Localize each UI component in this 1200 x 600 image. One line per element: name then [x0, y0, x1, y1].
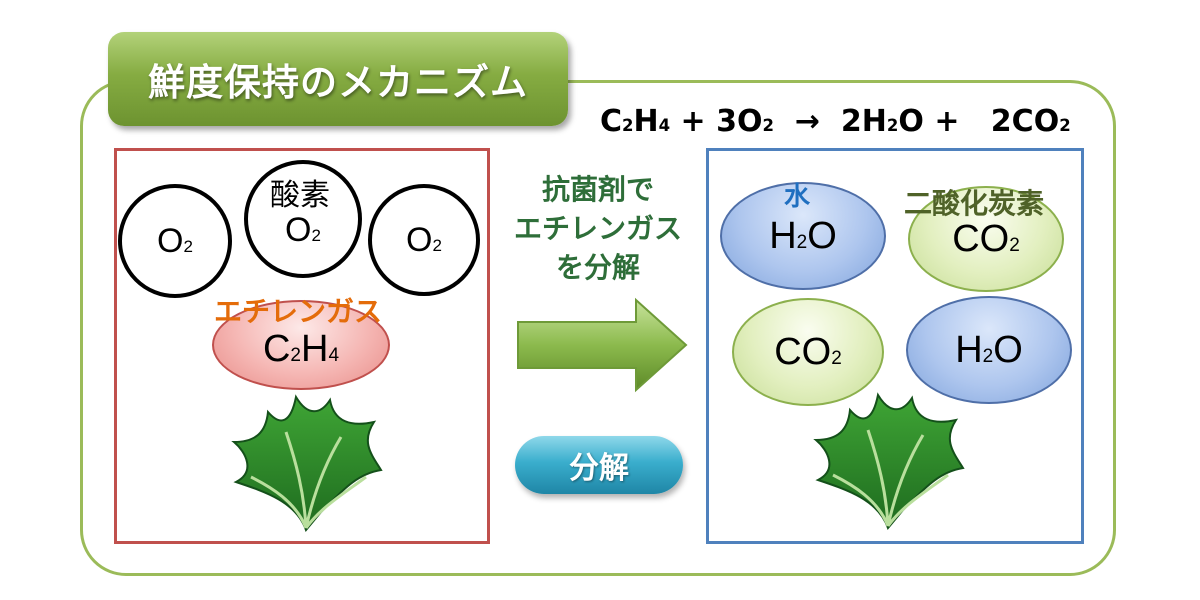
- h2o-o: O: [993, 328, 1023, 371]
- description-line-1: 抗菌剤で: [541, 173, 654, 206]
- leafy-greens-icon: [231, 394, 383, 532]
- co2-molecule-2: CO2: [732, 298, 884, 406]
- h2o-h: H: [769, 214, 797, 257]
- oxygen-molecule-2: O2: [244, 160, 362, 278]
- reaction-equation: C2H4 + 3O2 → 2H2O + 2CO2: [600, 104, 1071, 139]
- ethylene-label: エチレンガス: [214, 295, 383, 328]
- h2o-sub: 2: [982, 345, 994, 367]
- water-molecule-1: H2O: [720, 182, 886, 290]
- o2-sub: 2: [311, 225, 321, 245]
- o2-sub: 2: [183, 236, 193, 256]
- title-text: 鮮度保持のメカニズム: [148, 61, 528, 104]
- page-title: 鮮度保持のメカニズム: [108, 32, 568, 126]
- eq-h2-sub: 2: [886, 116, 899, 135]
- water-label: 水: [784, 182, 811, 212]
- co2-co: CO: [774, 330, 832, 373]
- o2-main: O: [157, 221, 184, 260]
- co2-sub: 2: [1009, 234, 1020, 256]
- o2-main: O: [406, 220, 433, 259]
- h2o-o: O: [807, 214, 837, 257]
- co2-label: 二酸化炭素: [904, 187, 1045, 220]
- before-panel: [114, 148, 490, 544]
- eq-co2-sub: 2: [1059, 116, 1071, 135]
- ethylene-c-sub: 2: [290, 344, 301, 366]
- eq-c: C: [600, 104, 623, 139]
- o2-sub: 2: [432, 235, 442, 255]
- right-arrow-icon: [517, 297, 688, 393]
- mechanism-frame: [80, 80, 1116, 576]
- decompose-button[interactable]: 分解: [515, 436, 683, 494]
- water-molecule-2: H2O: [906, 296, 1072, 404]
- eq-h-sub: 4: [658, 116, 671, 135]
- decomposition-description: 抗菌剤で エチレンガス を分解: [508, 170, 688, 287]
- o2-main: O: [285, 210, 312, 249]
- after-panel: [706, 148, 1084, 544]
- eq-arrow-h: → 2H: [774, 104, 887, 139]
- leafy-greens-icon: [813, 392, 965, 530]
- ethylene-h-sub: 4: [328, 344, 340, 366]
- eq-c-sub: 2: [622, 116, 634, 135]
- ethylene-molecule: C2H4: [212, 300, 390, 390]
- decompose-button-label: 分解: [569, 451, 629, 486]
- co2-sub: 2: [831, 347, 842, 369]
- oxygen-molecule-1: O2: [118, 184, 232, 298]
- oxygen-molecule-3: O2: [368, 184, 480, 296]
- co2-molecule-1: CO2: [908, 186, 1064, 292]
- h2o-h: H: [955, 328, 983, 371]
- eq-plus-o: + 3O: [670, 104, 763, 139]
- eq-o-sub: 2: [762, 116, 774, 135]
- description-line-3: を分解: [555, 251, 640, 284]
- ethylene-h: H: [301, 327, 329, 370]
- co2-co: CO: [952, 217, 1010, 260]
- description-line-2: エチレンガス: [513, 212, 682, 245]
- oxygen-label: 酸素: [270, 178, 330, 213]
- eq-h: H: [633, 104, 659, 139]
- eq-o-plus-co: O + 2CO: [898, 104, 1060, 139]
- h2o-sub: 2: [796, 231, 808, 253]
- ethylene-c: C: [262, 327, 291, 370]
